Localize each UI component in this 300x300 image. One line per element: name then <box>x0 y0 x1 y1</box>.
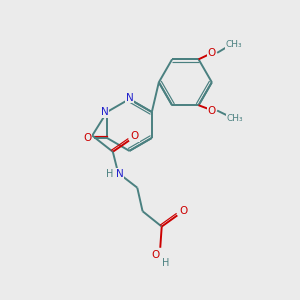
Text: N: N <box>125 93 133 103</box>
Text: O: O <box>208 106 216 116</box>
Text: O: O <box>83 133 91 143</box>
Text: CH₃: CH₃ <box>226 40 242 49</box>
Text: O: O <box>131 131 139 142</box>
Text: N: N <box>116 169 124 179</box>
Text: O: O <box>179 206 187 216</box>
Text: CH₃: CH₃ <box>226 114 243 123</box>
Text: H: H <box>162 258 170 268</box>
Text: O: O <box>152 250 160 260</box>
Text: N: N <box>101 107 109 117</box>
Text: O: O <box>208 48 216 58</box>
Text: H: H <box>106 169 114 179</box>
